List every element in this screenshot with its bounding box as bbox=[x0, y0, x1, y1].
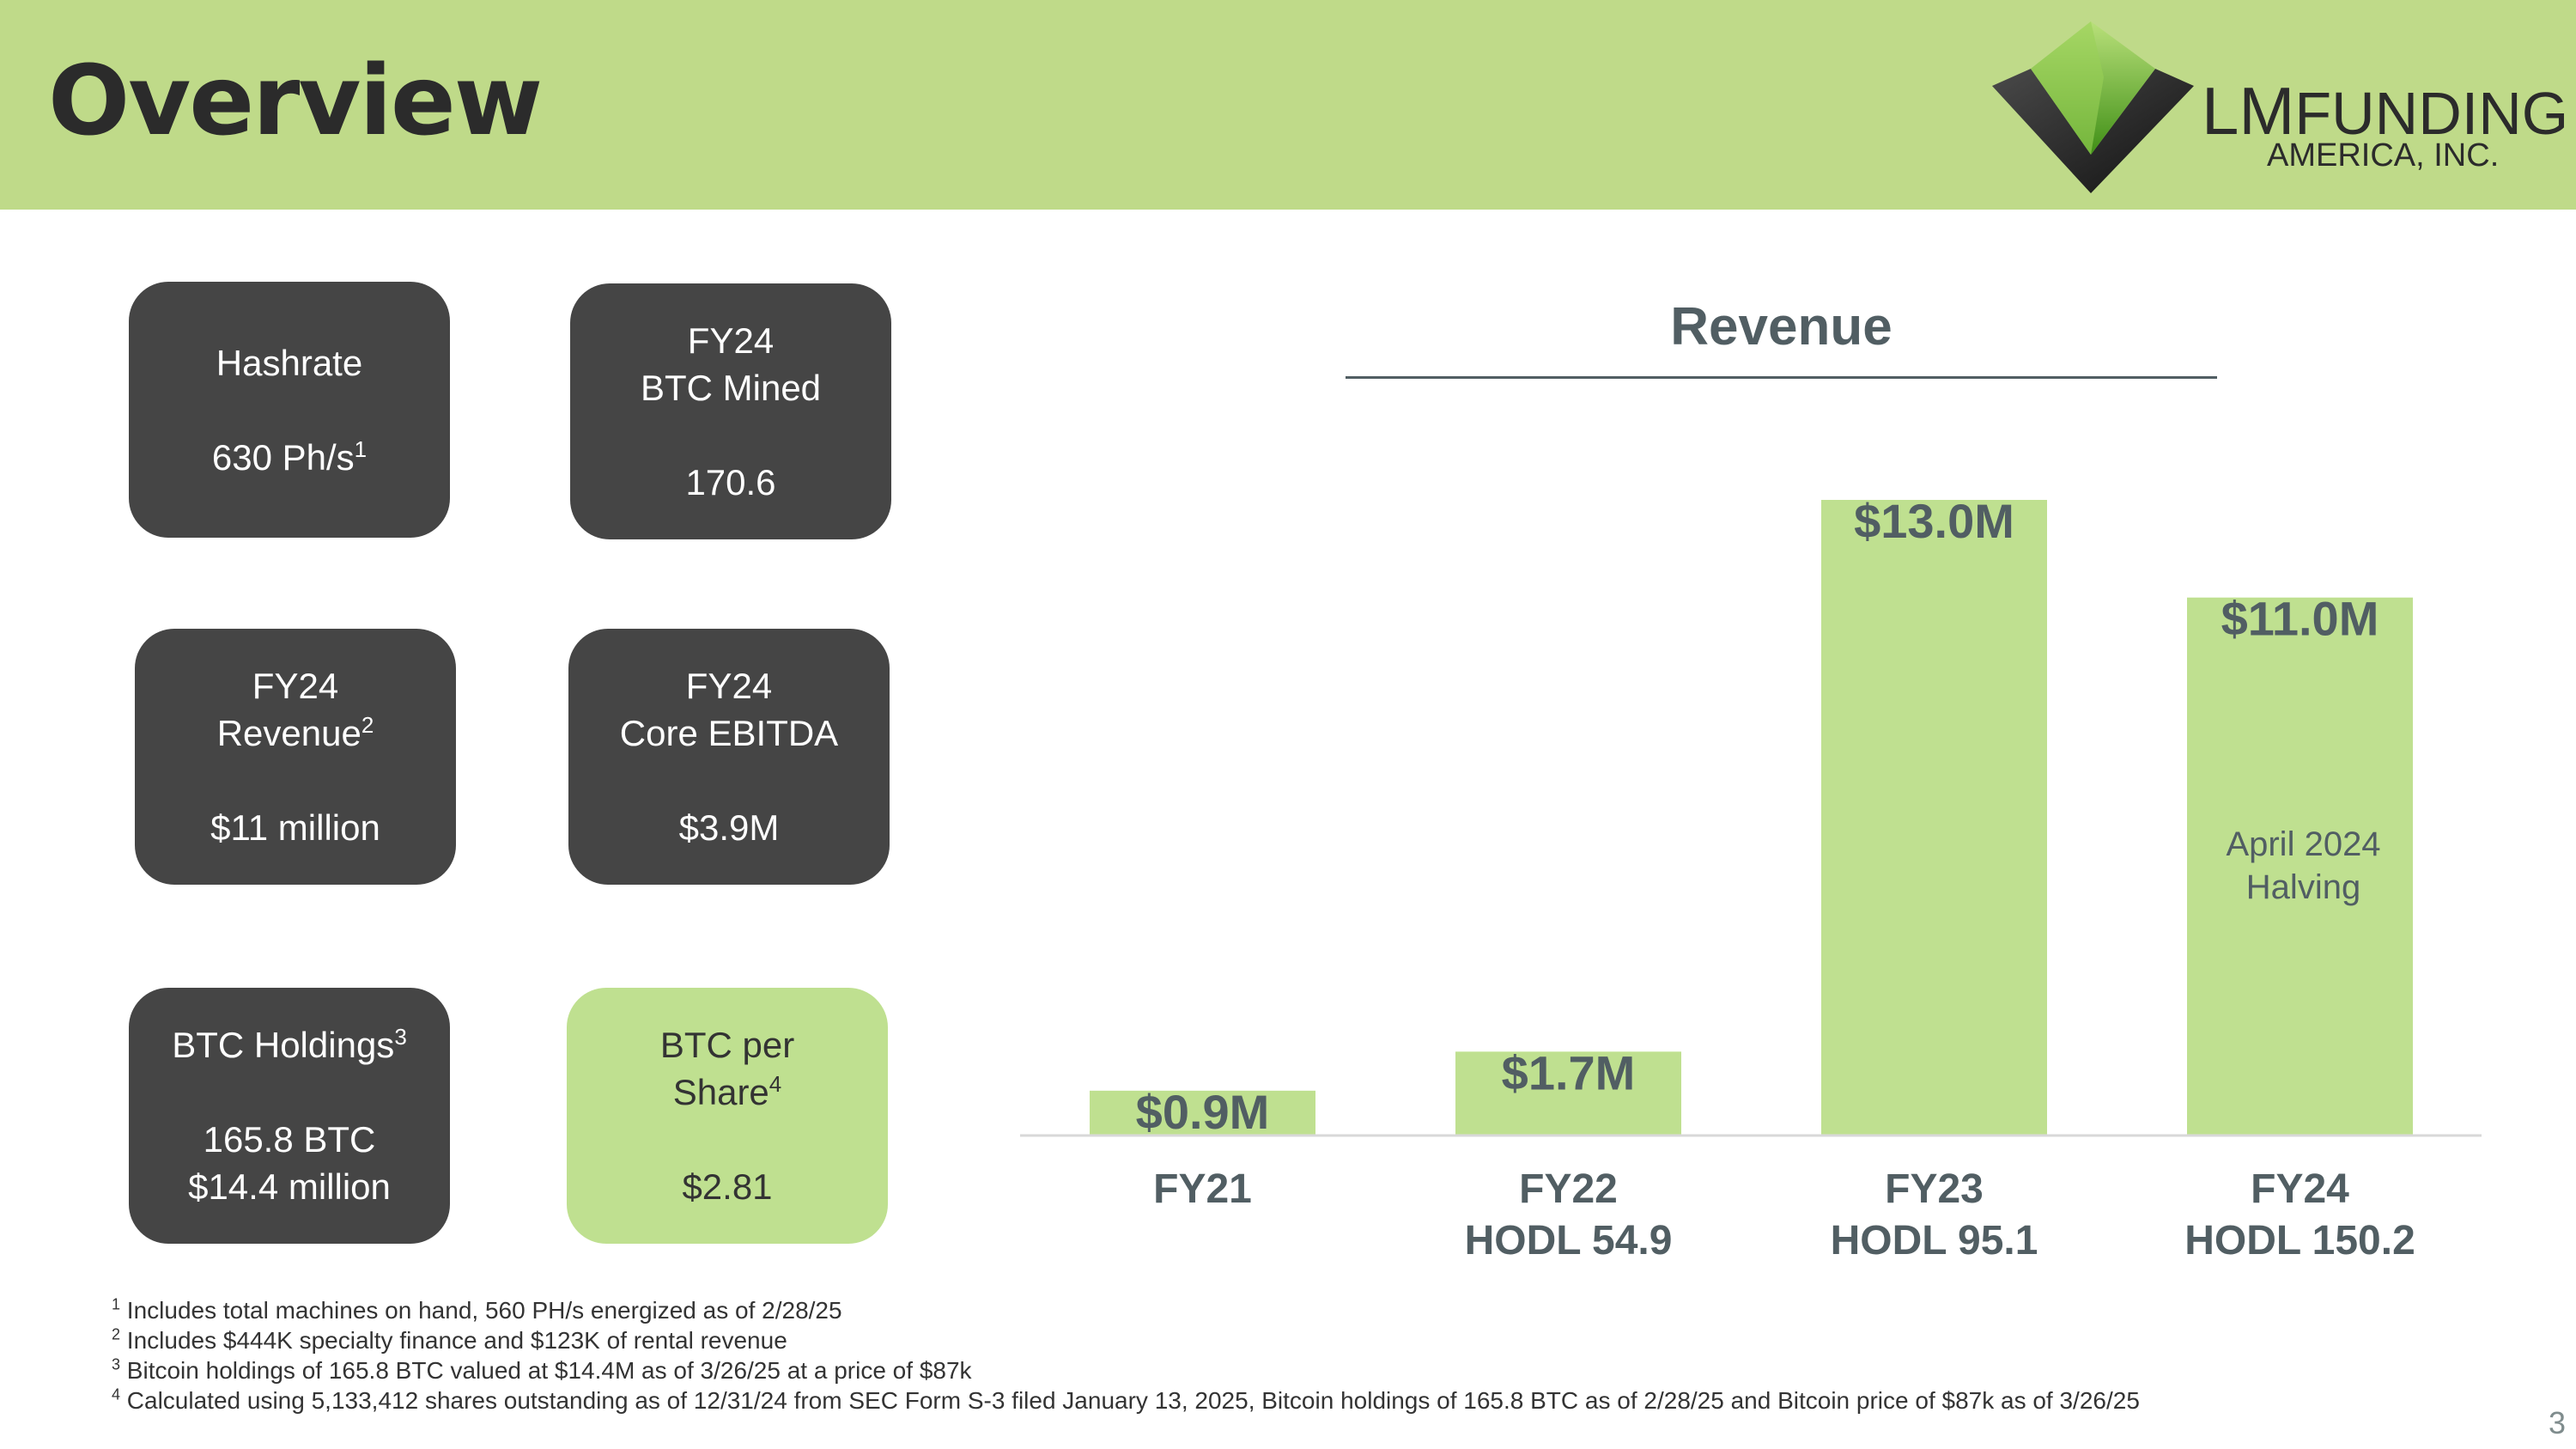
page-title: Overview bbox=[48, 46, 543, 157]
card-value: 630 Ph/s1 bbox=[211, 435, 368, 478]
bar-fy24 bbox=[2187, 597, 2413, 1135]
category-label-fy23: FY23 bbox=[1885, 1166, 1984, 1212]
logo-text-america: AMERICA, INC. bbox=[2267, 137, 2500, 174]
data-label-fy22: $1.7M bbox=[1502, 1045, 1636, 1099]
footnote-2: 2 Includes $444K specialty finance and $… bbox=[112, 1325, 787, 1354]
card-label: BTC per bbox=[659, 1025, 795, 1065]
footnote-1: 1 Includes total machines on hand, 560 P… bbox=[112, 1295, 842, 1324]
card-value: 165.8 BTC bbox=[203, 1119, 376, 1160]
data-label-fy21: $0.9M bbox=[1136, 1085, 1270, 1139]
category-sublabel-fy22: HODL 54.9 bbox=[1465, 1218, 1673, 1263]
bar-fy22 bbox=[1455, 1051, 1681, 1135]
category-sublabel-fy24: HODL 150.2 bbox=[2184, 1218, 2415, 1263]
logo-text-lm: LM bbox=[2202, 73, 2295, 149]
card-label: FY24 bbox=[252, 666, 339, 706]
card-label: BTC Holdings3 bbox=[172, 1024, 407, 1065]
annotation-line-2: Halving bbox=[2246, 868, 2360, 906]
card-label: FY24 bbox=[687, 320, 775, 361]
card-value: $11 million bbox=[210, 807, 380, 848]
card-value: $3.9M bbox=[678, 807, 780, 848]
data-label-fy24: $11.0M bbox=[2221, 592, 2379, 646]
chart-title-rule bbox=[1346, 376, 2217, 379]
annotation-line-1: April 2024 bbox=[2226, 825, 2380, 863]
card-label: Core EBITDA bbox=[619, 713, 839, 753]
card-label: FY24 bbox=[685, 666, 773, 706]
card-btc-holdings: BTC Holdings3 165.8 BTC $14.4 million bbox=[129, 988, 450, 1244]
company-logo: LMFUNDING AMERICA, INC. bbox=[1984, 17, 2568, 198]
card-btc-per-share: BTC per Share4 $2.81 bbox=[567, 988, 888, 1244]
data-label-fy23: $13.0M bbox=[1854, 494, 2014, 548]
footnote-4: 4 Calculated using 5,133,412 shares outs… bbox=[112, 1385, 2140, 1414]
footnote-3: 3 Bitcoin holdings of 165.8 BTC valued a… bbox=[112, 1355, 972, 1384]
page-number: 3 bbox=[2549, 1405, 2567, 1440]
logo-chevron-icon bbox=[1992, 21, 2194, 193]
bar-fy21 bbox=[1090, 1090, 1315, 1135]
footnotes: 1 Includes total machines on hand, 560 P… bbox=[112, 1295, 2140, 1416]
card-core-ebitda: FY24 Core EBITDA $3.9M bbox=[568, 629, 890, 885]
category-label-fy22: FY22 bbox=[1519, 1166, 1618, 1212]
card-label: Share4 bbox=[672, 1071, 782, 1112]
bar-fy23 bbox=[1821, 500, 2047, 1135]
category-label-fy24: FY24 bbox=[2251, 1166, 2349, 1212]
card-label: Hashrate bbox=[216, 342, 363, 383]
category-sublabel-fy23: HODL 95.1 bbox=[1831, 1218, 2038, 1263]
card-value: $2.81 bbox=[682, 1166, 773, 1207]
card-label: BTC Mined bbox=[640, 368, 822, 408]
card-hashrate: Hashrate 630 Ph/s1 bbox=[129, 282, 450, 538]
logo-text-funding: FUNDING bbox=[2294, 80, 2569, 147]
card-value: 170.6 bbox=[685, 462, 776, 502]
card-value-secondary: $14.4 million bbox=[188, 1166, 391, 1207]
chart-title: Revenue bbox=[1670, 297, 1893, 356]
card-btc-mined: FY24 BTC Mined 170.6 bbox=[570, 283, 891, 539]
header-banner: Overview LMFUNDING AMERICA, INC. bbox=[0, 0, 2576, 210]
card-revenue: FY24 Revenue2 $11 million bbox=[135, 629, 456, 885]
card-label: Revenue2 bbox=[216, 712, 374, 753]
category-label-fy21: FY21 bbox=[1153, 1166, 1252, 1212]
